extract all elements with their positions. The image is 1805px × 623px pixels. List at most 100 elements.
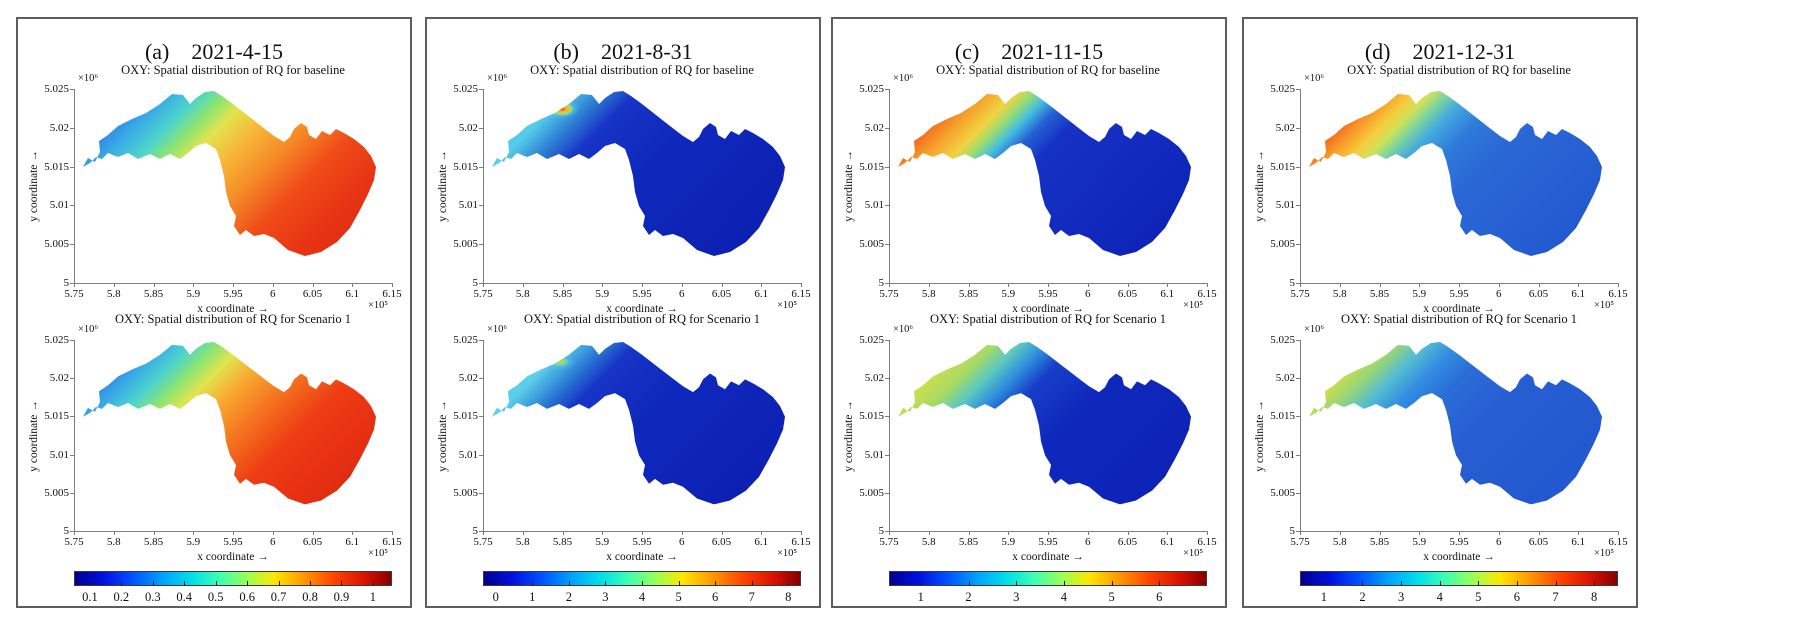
subplot-title: OXY: Spatial distribution of RQ for base…	[1347, 63, 1571, 77]
x-tick-label: 5.85	[552, 536, 573, 548]
colorbar-tick-mark	[152, 581, 154, 586]
y-tick-label: 5.005	[1270, 238, 1295, 251]
y-tick-mark	[479, 244, 483, 246]
x-tick-mark	[312, 283, 314, 287]
colorbar-tick-mark	[89, 581, 91, 586]
y-tick-label: 5.005	[44, 238, 69, 251]
x-tick-mark	[233, 283, 234, 287]
x-tick-label: 5.85	[552, 288, 573, 300]
x-tick-label: 5.85	[143, 536, 164, 548]
x-axis-label: x coordinate →	[1423, 303, 1495, 315]
x-tick-mark	[392, 283, 393, 287]
x-tick-label: 5.85	[958, 288, 979, 300]
y-tick-label: 5.02	[49, 372, 69, 385]
x-tick-mark	[483, 283, 484, 287]
x-tick-mark	[1538, 283, 1540, 287]
y-tick-mark	[479, 166, 483, 168]
y-tick-mark	[1296, 244, 1300, 246]
x-tick-label: 5.8	[921, 288, 936, 300]
x-tick-mark	[1339, 531, 1341, 535]
colorbar-tick-mark	[372, 581, 374, 586]
x-tick-label: 6	[270, 288, 276, 300]
y-tick-label: 5.01	[864, 448, 884, 461]
subplot-title: OXY: Spatial distribution of RQ for Scen…	[1341, 312, 1577, 326]
colorbar-tick-label: 7	[1552, 590, 1559, 604]
y-tick-label: 5	[1289, 525, 1296, 537]
x-tick-mark	[1008, 531, 1010, 535]
y-tick-mark	[70, 531, 74, 532]
x-tick-label: 6	[1085, 536, 1091, 548]
y-tick-mark	[885, 89, 889, 90]
subplot-title: OXY: Spatial distribution of RQ for Scen…	[930, 312, 1166, 326]
plot-area	[74, 340, 393, 532]
x-tick-label: 5.9	[1001, 536, 1016, 548]
x-tick-mark	[1538, 531, 1540, 535]
colorbar-gradient	[1300, 571, 1618, 586]
x-tick-label: 6.1	[754, 288, 769, 300]
colorbar-tick-label: 0.8	[302, 590, 318, 604]
x-tick-label: 5.9	[1001, 288, 1016, 300]
x-tick-mark	[1207, 283, 1208, 287]
panel-b: (b) 2021-8-31 OXY: Spatial distribution of…	[425, 17, 821, 608]
x-tick-label: 6.15	[382, 288, 402, 300]
colorbar-tick-mark	[1063, 581, 1065, 586]
x-tick-mark	[1379, 283, 1381, 287]
colorbar-tick-label: 5	[675, 590, 682, 604]
y-tick-mark	[885, 531, 889, 532]
x-tick-mark	[642, 283, 643, 287]
x-tick-label: 6	[679, 536, 685, 548]
panel-label: (b) 2021-8-31	[427, 39, 819, 65]
colorbar-tick-mark	[968, 581, 970, 586]
y-tick-mark	[479, 454, 483, 456]
y-tick-mark	[1296, 205, 1300, 207]
plot-area	[889, 89, 1208, 284]
y-tick-label: 5.025	[453, 83, 478, 95]
plot-area	[483, 89, 802, 284]
x-tick-mark	[113, 531, 115, 535]
y-tick-label: 5	[878, 525, 885, 537]
colorbar-tick-label: 1	[917, 590, 924, 604]
colorbar-tick-mark	[121, 581, 123, 586]
panel-letter: (d)	[1364, 39, 1391, 64]
x-tick-label: 6.1	[1571, 536, 1586, 548]
panel-label: (a) 2021-4-15	[18, 39, 410, 65]
x-tick-mark	[1008, 283, 1010, 287]
x-tick-mark	[1048, 531, 1049, 535]
x-tick-mark	[233, 531, 234, 535]
colorbar-tick-label: 5	[1108, 590, 1115, 604]
x-tick-mark	[1618, 531, 1619, 535]
colorbar-tick-label: 4	[638, 590, 646, 604]
x-tick-mark	[928, 531, 930, 535]
x-tick-label: 5.8	[106, 288, 121, 300]
x-tick-label: 6.05	[711, 536, 732, 548]
colorbar-tick-label: 8	[785, 590, 792, 604]
x-tick-label: 6	[1085, 288, 1091, 300]
panel-c: (c) 2021-11-15 OXY: Spatial distribution o…	[831, 17, 1227, 608]
x-tick-mark	[193, 531, 195, 535]
y-tick-label: 5.01	[1275, 448, 1295, 461]
y-tick-label: 5.025	[1270, 83, 1295, 95]
x-tick-label: 5.85	[1369, 288, 1390, 300]
y-tick-label: 5.005	[453, 486, 478, 499]
y-tick-mark	[479, 378, 483, 380]
y-tick-mark	[1296, 283, 1300, 284]
x-tick-mark	[1048, 283, 1049, 287]
colorbar-tick-label: 4	[1060, 590, 1068, 604]
x-axis-label: x coordinate →	[197, 303, 269, 315]
x-tick-mark	[1459, 283, 1460, 287]
y-tick-mark	[70, 244, 74, 246]
y-tick-label: 5.02	[458, 372, 478, 385]
x-tick-label: 5.9	[186, 536, 201, 548]
y-tick-mark	[70, 166, 74, 168]
y-tick-mark	[1296, 416, 1300, 418]
x-tick-mark	[153, 531, 155, 535]
colorbar-tick-label: 2	[965, 590, 972, 604]
panel-label: (c) 2021-11-15	[833, 39, 1225, 65]
x-tick-mark	[1167, 283, 1169, 287]
x-axis-label: x coordinate →	[606, 551, 678, 563]
y-tick-mark	[885, 166, 889, 168]
x-tick-label: 6.1	[345, 536, 360, 548]
x-tick-mark	[721, 531, 723, 535]
x-tick-label: 6.05	[302, 536, 323, 548]
x-tick-mark	[562, 531, 564, 535]
